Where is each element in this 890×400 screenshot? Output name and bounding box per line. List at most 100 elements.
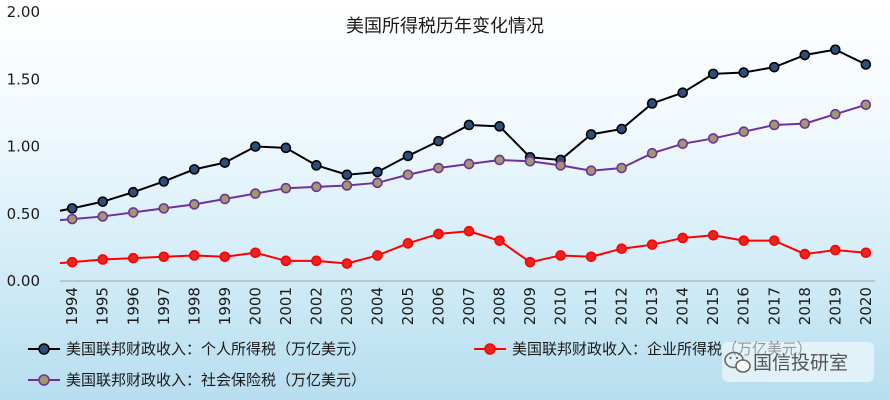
- data-point: [463, 158, 475, 170]
- y-axis-ticks: 0.00 0.50 1.00 1.50 2.00: [7, 3, 40, 290]
- series-corporate-income-tax: [59, 225, 872, 269]
- data-point: [372, 250, 383, 261]
- data-point: [585, 129, 597, 140]
- data-point: [250, 141, 261, 152]
- data-point: [585, 251, 597, 263]
- x-tick-label: 2002: [307, 287, 325, 325]
- data-point: [646, 98, 658, 109]
- data-point: [860, 59, 872, 70]
- data-point: [738, 126, 750, 138]
- data-point: [707, 229, 719, 241]
- data-point: [372, 177, 383, 189]
- series-individual-income-tax: [59, 44, 872, 214]
- x-tick-label: 2004: [368, 287, 386, 325]
- data-point: [768, 235, 780, 246]
- data-point: [189, 164, 200, 175]
- x-tick-label: 1996: [124, 287, 142, 325]
- data-point: [616, 243, 627, 255]
- x-tick-label: 2008: [491, 287, 509, 325]
- data-point: [799, 248, 811, 260]
- x-tick-label: 2007: [460, 287, 478, 325]
- data-point: [280, 255, 292, 267]
- series-social-insurance-tax: [59, 99, 872, 225]
- data-point: [311, 160, 322, 171]
- x-tick-label: 1998: [185, 287, 203, 325]
- data-point: [738, 67, 750, 78]
- data-point: [463, 119, 475, 131]
- y-tick-label: 0.00: [7, 272, 40, 290]
- data-point: [66, 213, 78, 225]
- data-point: [524, 256, 536, 268]
- data-point: [219, 251, 231, 263]
- x-tick-label: 2011: [582, 287, 600, 325]
- data-point: [402, 169, 414, 181]
- data-point: [250, 188, 261, 199]
- legend-marker-individual: [38, 343, 50, 355]
- data-point: [280, 182, 292, 194]
- data-point: [127, 252, 139, 264]
- x-tick-label: 1997: [155, 287, 173, 325]
- data-point: [830, 244, 841, 256]
- x-tick-label: 2006: [430, 287, 448, 325]
- data-point: [677, 232, 688, 244]
- data-point: [219, 157, 231, 168]
- data-point: [616, 123, 627, 135]
- data-point: [433, 228, 444, 240]
- y-tick-label: 1.50: [7, 70, 40, 88]
- data-point: [66, 256, 78, 268]
- data-point: [646, 147, 658, 159]
- data-point: [250, 247, 261, 259]
- data-point: [341, 169, 353, 181]
- data-point: [433, 162, 444, 174]
- data-point: [768, 61, 780, 73]
- data-point: [158, 251, 170, 263]
- chart-title: 美国所得税历年变化情况: [346, 16, 544, 37]
- data-point: [524, 155, 536, 167]
- data-point: [585, 165, 597, 177]
- series-layer: [59, 44, 872, 269]
- legend-label-social: 美国联邦财政收入：社会保险税（万亿美元）: [66, 371, 366, 389]
- legend: 美国联邦财政收入：个人所得税（万亿美元） 美国联邦财政收入：企业所得税（万亿美元…: [28, 340, 812, 389]
- data-point: [97, 211, 109, 222]
- data-point: [341, 258, 353, 269]
- data-point: [341, 180, 353, 191]
- data-point: [97, 254, 109, 265]
- data-point: [158, 176, 170, 187]
- x-tick-label: 2015: [704, 287, 722, 325]
- data-point: [555, 160, 566, 171]
- x-tick-label: 2012: [613, 287, 631, 325]
- y-tick-label: 1.00: [7, 138, 40, 156]
- data-point: [189, 250, 200, 261]
- data-point: [768, 119, 780, 131]
- data-point: [219, 193, 231, 205]
- data-point: [494, 154, 505, 166]
- data-point: [616, 162, 627, 174]
- x-tick-label: 2014: [674, 287, 692, 325]
- legend-item-individual-tax: 美国联邦财政收入：个人所得税（万亿美元）: [28, 340, 366, 358]
- x-tick-label: 2000: [246, 287, 264, 325]
- data-point: [799, 49, 811, 61]
- data-point: [707, 68, 719, 80]
- data-point: [738, 235, 750, 246]
- watermark: 国信投研室: [722, 342, 874, 382]
- x-tick-label: 2005: [399, 287, 417, 325]
- data-point: [158, 203, 170, 214]
- x-tick-label: 2016: [735, 287, 753, 325]
- legend-marker-corporate: [484, 343, 496, 355]
- series-line: [59, 48, 867, 212]
- x-tick-label: 2001: [277, 287, 295, 325]
- data-point: [127, 186, 139, 198]
- data-point: [860, 247, 872, 259]
- data-point: [311, 181, 322, 193]
- data-point: [66, 203, 78, 214]
- watermark-backdrop: [722, 342, 874, 382]
- series-line: [59, 103, 867, 222]
- x-tick-label: 1999: [216, 287, 234, 325]
- data-point: [677, 138, 688, 150]
- legend-marker-social: [38, 374, 50, 386]
- data-point: [127, 207, 139, 218]
- wechat-icon: [724, 351, 751, 373]
- series-line: [59, 230, 866, 265]
